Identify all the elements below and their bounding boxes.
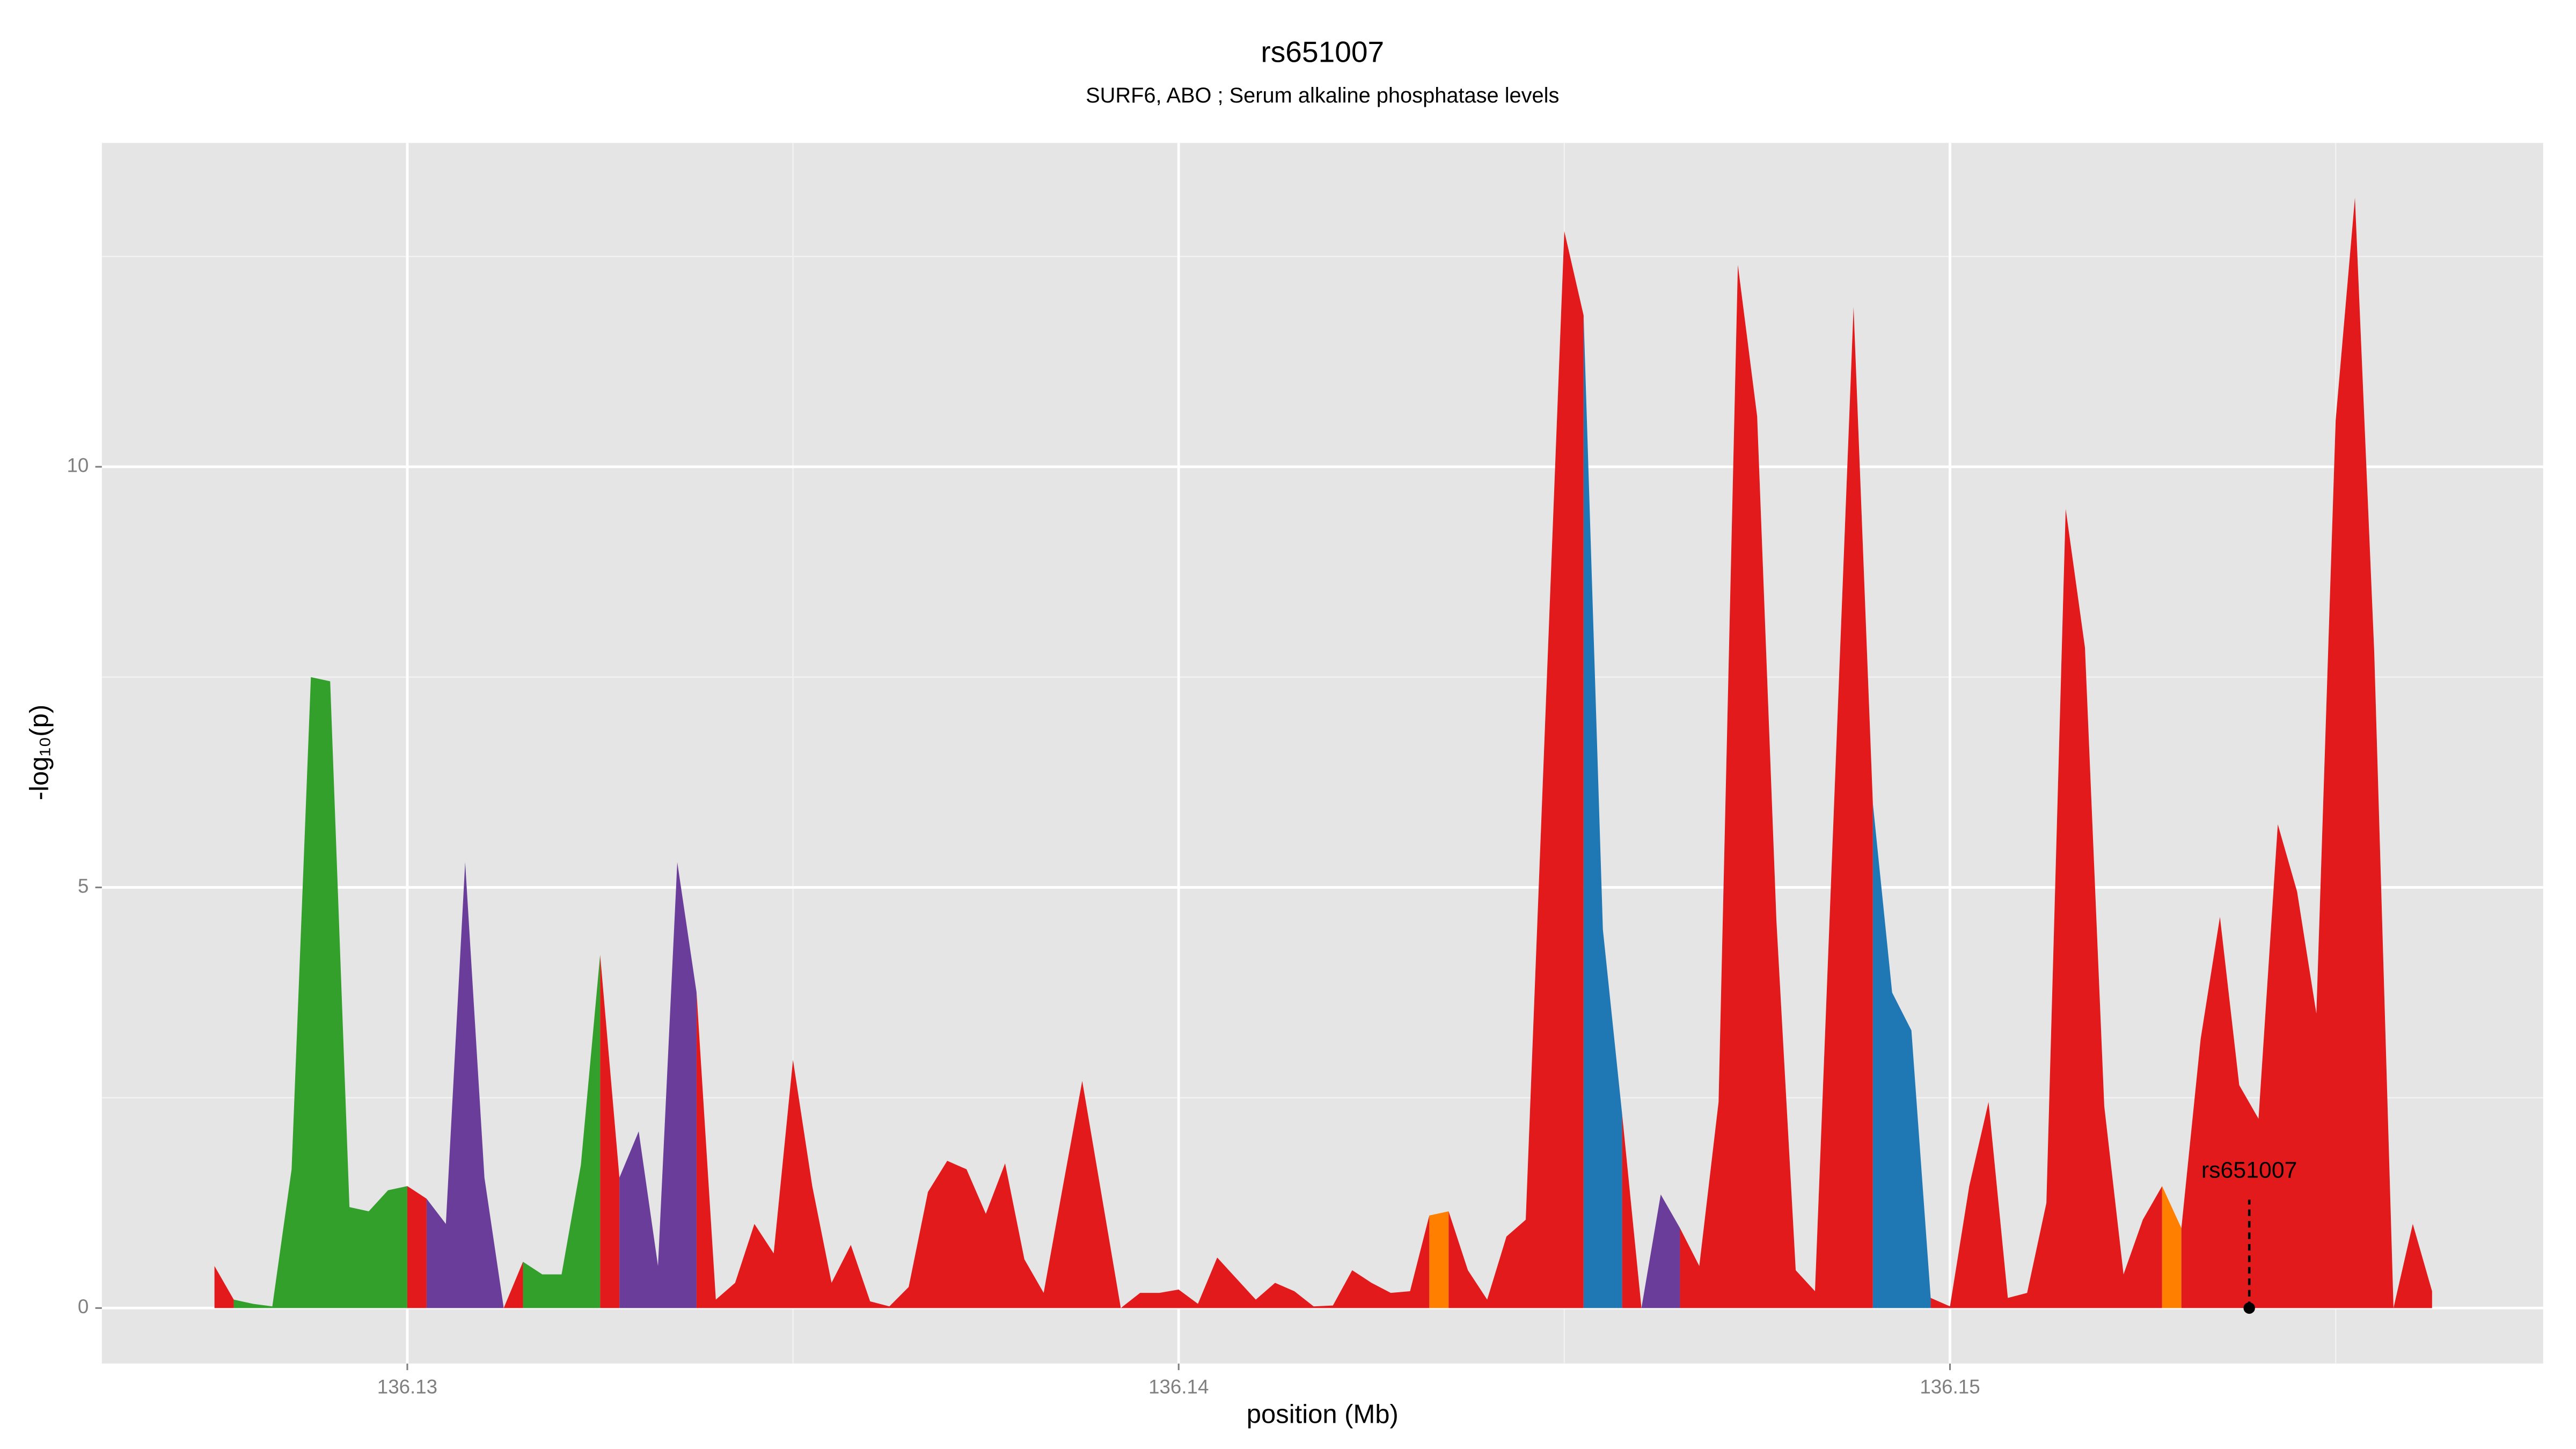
area: [1429, 1211, 1449, 1308]
areas: [214, 197, 2432, 1308]
area: [2162, 1186, 2182, 1308]
y-tick-label: 5: [78, 875, 89, 897]
area: [2181, 197, 2432, 1308]
area: [407, 1186, 427, 1308]
x-tick-label: 136.13: [377, 1375, 437, 1397]
area: [233, 677, 407, 1308]
area: [1680, 265, 1873, 1308]
area: [1930, 509, 2162, 1308]
area: [619, 862, 697, 1308]
area: [503, 1262, 523, 1308]
area: [1872, 803, 1931, 1308]
area: [1583, 315, 1622, 1308]
y-tick-label: 0: [78, 1296, 89, 1318]
x-tick-label: 136.14: [1148, 1375, 1209, 1397]
area: [600, 954, 620, 1308]
annotation-label: rs651007: [2201, 1158, 2297, 1183]
area: [1448, 231, 1584, 1308]
y-tick-label: 10: [67, 455, 89, 477]
area: [1641, 1194, 1680, 1308]
chart-subtitle: SURF6, ABO ; Serum alkaline phosphatase …: [1086, 84, 1559, 107]
chart-title: rs651007: [1261, 35, 1384, 69]
area: [523, 954, 601, 1308]
area: [696, 992, 1430, 1308]
area: [214, 1265, 234, 1308]
plot-panel: [101, 143, 2543, 1364]
y-axis-label: -log₁₀(p): [25, 705, 54, 800]
area: [426, 862, 504, 1308]
annotation-point: [2243, 1302, 2255, 1314]
x-axis-label: position (Mb): [1247, 1400, 1399, 1429]
x-tick-label: 136.15: [1920, 1375, 1980, 1397]
